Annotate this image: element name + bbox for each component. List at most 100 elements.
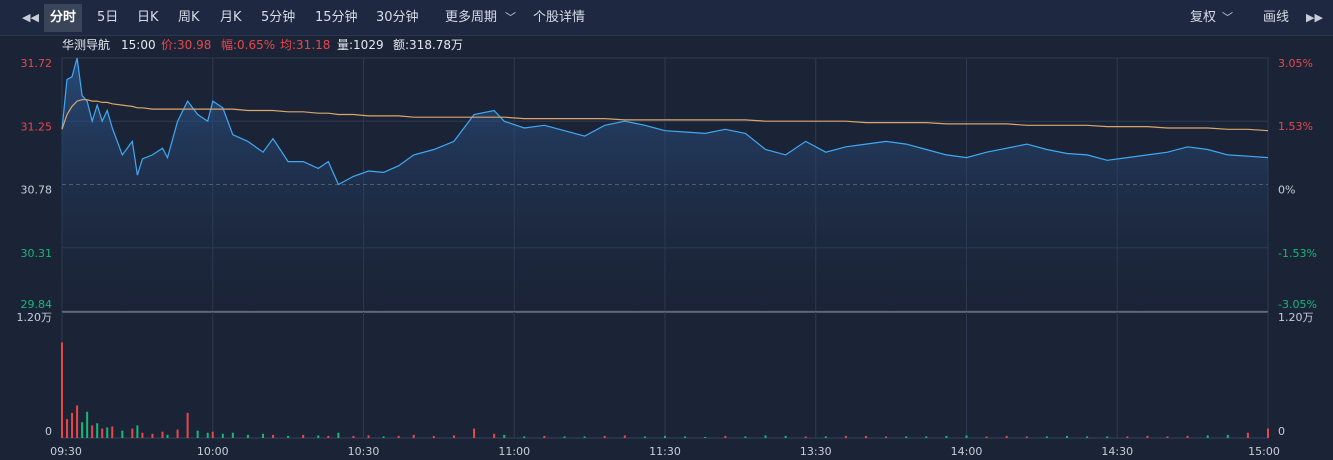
tab[interactable]: 日K bbox=[137, 10, 159, 25]
volume-bar bbox=[272, 434, 275, 438]
avg-line bbox=[61, 99, 1269, 132]
volume-bar bbox=[885, 436, 888, 438]
volume-bar bbox=[327, 435, 330, 438]
volume-bar bbox=[221, 433, 224, 438]
volume-bar bbox=[543, 435, 546, 438]
tab[interactable]: 月K bbox=[220, 10, 242, 25]
volume-bar bbox=[523, 436, 526, 438]
amount: 额:318.78万 bbox=[393, 38, 464, 52]
volume-bar bbox=[1226, 434, 1229, 438]
tab[interactable]: 画线 bbox=[1263, 10, 1290, 25]
volume-bar bbox=[844, 435, 847, 438]
volume-bar bbox=[493, 433, 496, 438]
volume-bar bbox=[985, 436, 988, 438]
x-tick-label: 13:30 bbox=[800, 445, 832, 458]
volume-bar bbox=[643, 436, 646, 438]
volume-bar bbox=[81, 422, 84, 438]
volume-bar bbox=[71, 412, 74, 438]
change: 幅:0.65% bbox=[221, 38, 276, 52]
price-line bbox=[61, 57, 1269, 186]
volume-bar bbox=[623, 435, 626, 438]
volume-bar bbox=[684, 436, 687, 438]
volume-bar bbox=[262, 433, 264, 438]
volume-bar bbox=[1045, 436, 1048, 438]
price-area bbox=[62, 58, 1268, 311]
volume-bar bbox=[1166, 436, 1169, 438]
volume-bar bbox=[1025, 436, 1028, 438]
volume-bar bbox=[704, 436, 707, 438]
tab[interactable]: 5日 bbox=[97, 10, 119, 25]
volume-bar bbox=[945, 435, 948, 438]
volume-bar bbox=[724, 435, 727, 438]
tab[interactable]: 个股详情 bbox=[533, 10, 586, 25]
chevron-icon: ﹀ bbox=[1222, 11, 1233, 24]
volume-bar bbox=[352, 435, 355, 438]
volume-bar bbox=[287, 435, 290, 438]
volume-bar bbox=[367, 435, 370, 438]
volume-bar bbox=[317, 435, 320, 438]
x-tick-label: 11:30 bbox=[649, 445, 681, 458]
volume-bar bbox=[1086, 436, 1089, 438]
volume-bar bbox=[563, 436, 566, 438]
volume-bar bbox=[1246, 432, 1249, 438]
volume-bar bbox=[1206, 435, 1209, 438]
time: 15:00 bbox=[121, 38, 156, 52]
volume-bar bbox=[186, 412, 189, 438]
y2-tick-label: -1.53% bbox=[1278, 247, 1317, 260]
y2-tick-label: 0 bbox=[1278, 425, 1285, 438]
tab[interactable]: 复权 bbox=[1190, 10, 1217, 25]
volume-bar bbox=[166, 434, 169, 438]
x-tick-label: 14:30 bbox=[1101, 445, 1133, 458]
volume-bar bbox=[603, 435, 606, 438]
volume-bar bbox=[61, 342, 63, 438]
x-tick-label: 14:00 bbox=[951, 445, 983, 458]
volume-bar bbox=[91, 425, 94, 438]
volume-bar bbox=[397, 435, 400, 438]
volume-bar bbox=[66, 419, 69, 438]
volume-bar bbox=[664, 435, 666, 438]
x-tick-label: 10:00 bbox=[197, 445, 229, 458]
x-tick-label: 09:30 bbox=[50, 445, 82, 458]
volume-bar bbox=[804, 436, 807, 438]
y2-tick-label: 1.20万 bbox=[1278, 311, 1314, 324]
y-tick-label: 31.72 bbox=[21, 57, 53, 70]
volume-bar bbox=[151, 433, 154, 438]
volume-bar bbox=[136, 425, 139, 438]
volume-bar bbox=[925, 436, 928, 438]
volume-bar bbox=[1066, 435, 1068, 438]
next-icon[interactable]: ▶▶ bbox=[1306, 11, 1323, 24]
y-tick-label: 0 bbox=[45, 425, 52, 438]
volume-bar bbox=[131, 428, 134, 438]
tab[interactable]: 5分钟 bbox=[261, 10, 296, 25]
volume-bar bbox=[905, 436, 908, 438]
volume-bar bbox=[196, 430, 199, 438]
volume-bar bbox=[1186, 435, 1189, 438]
volume-bar bbox=[503, 434, 506, 438]
volume-bar bbox=[76, 405, 79, 438]
volume-bar bbox=[382, 436, 385, 438]
volume-bar bbox=[111, 426, 114, 438]
plot-frame bbox=[61, 57, 1269, 439]
tab[interactable]: 周K bbox=[178, 10, 200, 25]
volume-bar bbox=[452, 435, 455, 438]
volume-bar bbox=[337, 432, 340, 438]
volume-bar bbox=[1267, 428, 1269, 438]
volume-bar bbox=[583, 436, 586, 438]
volume-bar bbox=[211, 431, 214, 438]
tab[interactable]: 30分钟 bbox=[376, 10, 419, 25]
volume-bar bbox=[1106, 436, 1109, 438]
tab[interactable]: 更多周期 bbox=[445, 10, 498, 25]
volume-bar bbox=[744, 436, 747, 438]
x-tick-label: 10:30 bbox=[348, 445, 380, 458]
x-tick-label: 15:00 bbox=[1248, 445, 1280, 458]
price: 价:30.98 bbox=[161, 38, 212, 52]
volume-bar bbox=[865, 435, 867, 438]
y2-tick-label: -3.05% bbox=[1278, 298, 1317, 311]
volume-bar bbox=[1126, 436, 1129, 438]
tab[interactable]: 15分钟 bbox=[315, 10, 358, 25]
tab[interactable]: 分时 bbox=[44, 4, 83, 32]
volume-bar bbox=[176, 429, 179, 438]
volume-bar bbox=[231, 432, 234, 438]
volume-bar bbox=[302, 434, 305, 438]
prev-icon[interactable]: ◀◀ bbox=[22, 11, 39, 24]
